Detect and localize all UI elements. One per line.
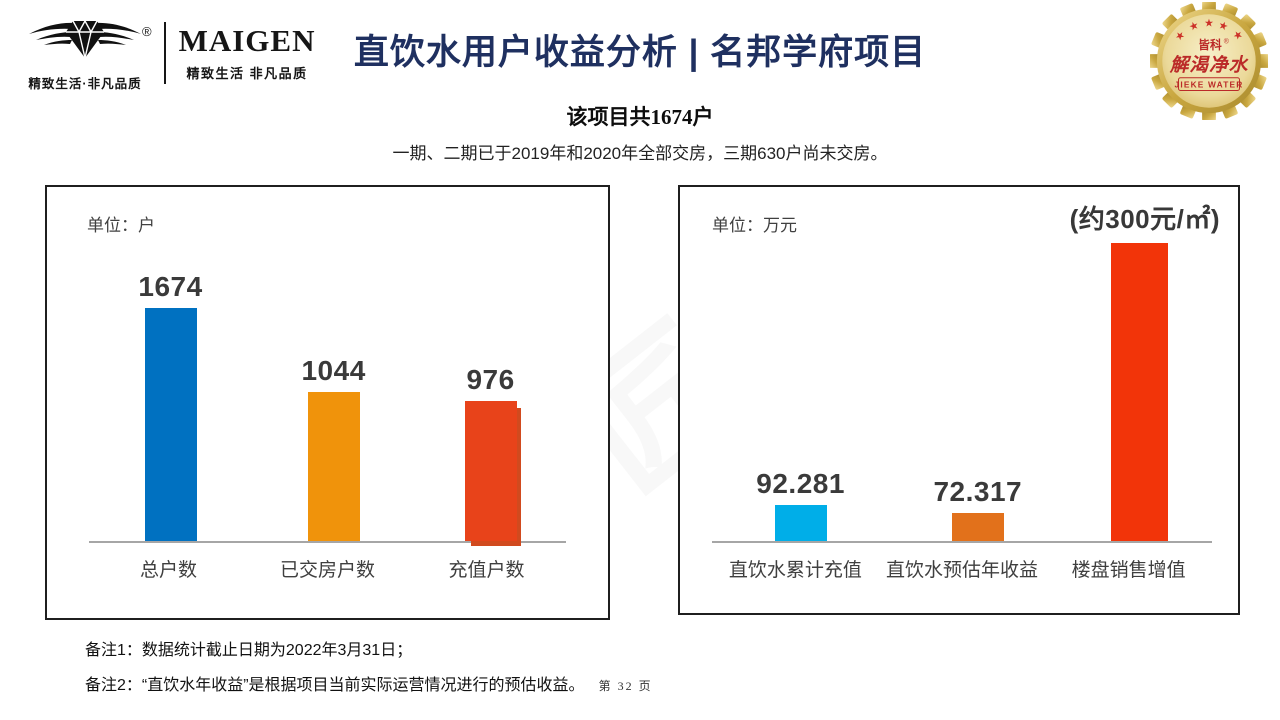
bar: [774, 505, 827, 541]
jieke-water-badge: ★ ★ ★ ★ ★ 皆科 ® 解渴净水 JIEKE WATER: [1149, 1, 1269, 121]
page-number: 第 32 页: [598, 679, 653, 693]
footnote-1: 备注1：数据统计截止日期为2022年3月31日；: [85, 642, 413, 659]
bar-group: 1044: [301, 355, 365, 541]
bar-group: 976: [464, 364, 517, 541]
households-chart-categories: 总户数 已交房户数 充值户数: [89, 555, 566, 582]
badge-registered-icon: ®: [1224, 37, 1229, 45]
revenue-chart-categories: 直饮水累计充值 直饮水预估年收益 楼盘销售增值: [712, 555, 1212, 582]
category-label: 已交房户数: [279, 560, 375, 581]
winged-diamond-logo-icon: [26, 14, 144, 69]
category-label: 直饮水累计充值: [728, 560, 862, 581]
bar-value-label: 72.317: [933, 476, 1023, 507]
registered-trademark-icon: ®: [142, 23, 152, 39]
bar-group: [1110, 238, 1168, 541]
bar-value-label: 92.281: [756, 468, 845, 499]
bar: [1110, 243, 1168, 541]
revenue-chart-panel: 单位：万元 (约300元/㎡) 92.281 72.317 直饮水累计充值 直饮水预…: [678, 185, 1240, 615]
bar-value-label: 1044: [301, 355, 366, 386]
brand-name: MAIGEN: [178, 22, 316, 58]
households-chart-panel: 单位：户 1674 1044 976 总户数 已交房户数 充值户数: [45, 185, 610, 620]
unit-label: 单位：万元: [712, 216, 797, 235]
unit-label: 单位：户: [87, 216, 155, 235]
bar: [464, 401, 517, 541]
badge-brand-large: 解渴净水: [1169, 54, 1249, 75]
svg-text:★: ★: [1187, 19, 1200, 34]
category-label: 楼盘销售增值: [1071, 560, 1186, 581]
project-delivery-subtitle: 一期、二期已于2019年和2020年全部交房，三期630户尚未交房。: [392, 144, 888, 163]
logo-tagline-right: 精致生活 非凡品质: [186, 66, 308, 82]
revenue-chart-plot: 92.281 72.317: [712, 187, 1212, 543]
category-label: 总户数: [139, 560, 197, 581]
category-label: 充值户数: [448, 560, 525, 581]
bar: [307, 392, 360, 541]
bar: [951, 513, 1004, 541]
footnotes: 备注1：数据统计截止日期为2022年3月31日； 备注2：“直饮水年收益”是根据…: [85, 636, 653, 706]
logo-tagline-left: 精致生活·非凡品质: [28, 77, 142, 91]
badge-brand-en: JIEKE WATER: [1175, 80, 1244, 90]
badge-stars: ★ ★ ★ ★ ★: [1173, 18, 1245, 44]
households-chart-plot: 1674 1044 976: [89, 187, 566, 543]
bar-value-label: 1674: [138, 271, 203, 302]
bar: [144, 308, 197, 541]
company-logo: 精致生活·非凡品质 ® MAIGEN 精致生活 非凡品质: [26, 14, 315, 92]
footnote-2: 备注2：“直饮水年收益”是根据项目当前实际运营情况进行的预估收益。: [85, 677, 585, 694]
bar-group: 1674: [138, 271, 202, 541]
project-total-subtitle: 该项目共1674户: [566, 105, 714, 129]
bar-group: 72.317: [933, 476, 1022, 541]
page-title: 直饮水用户收益分析 | 名邦学府项目: [353, 33, 927, 72]
bar-group: 92.281: [756, 468, 845, 541]
category-label: 直饮水预估年收益: [886, 560, 1039, 581]
svg-text:★: ★: [1217, 19, 1230, 34]
logo-divider: [163, 22, 166, 84]
svg-text:★: ★: [1204, 18, 1214, 30]
bar-value-label: 976: [466, 364, 515, 395]
badge-brand-small: 皆科: [1198, 38, 1222, 52]
price-per-sqm-annotation: (约300元/㎡): [1069, 204, 1220, 234]
